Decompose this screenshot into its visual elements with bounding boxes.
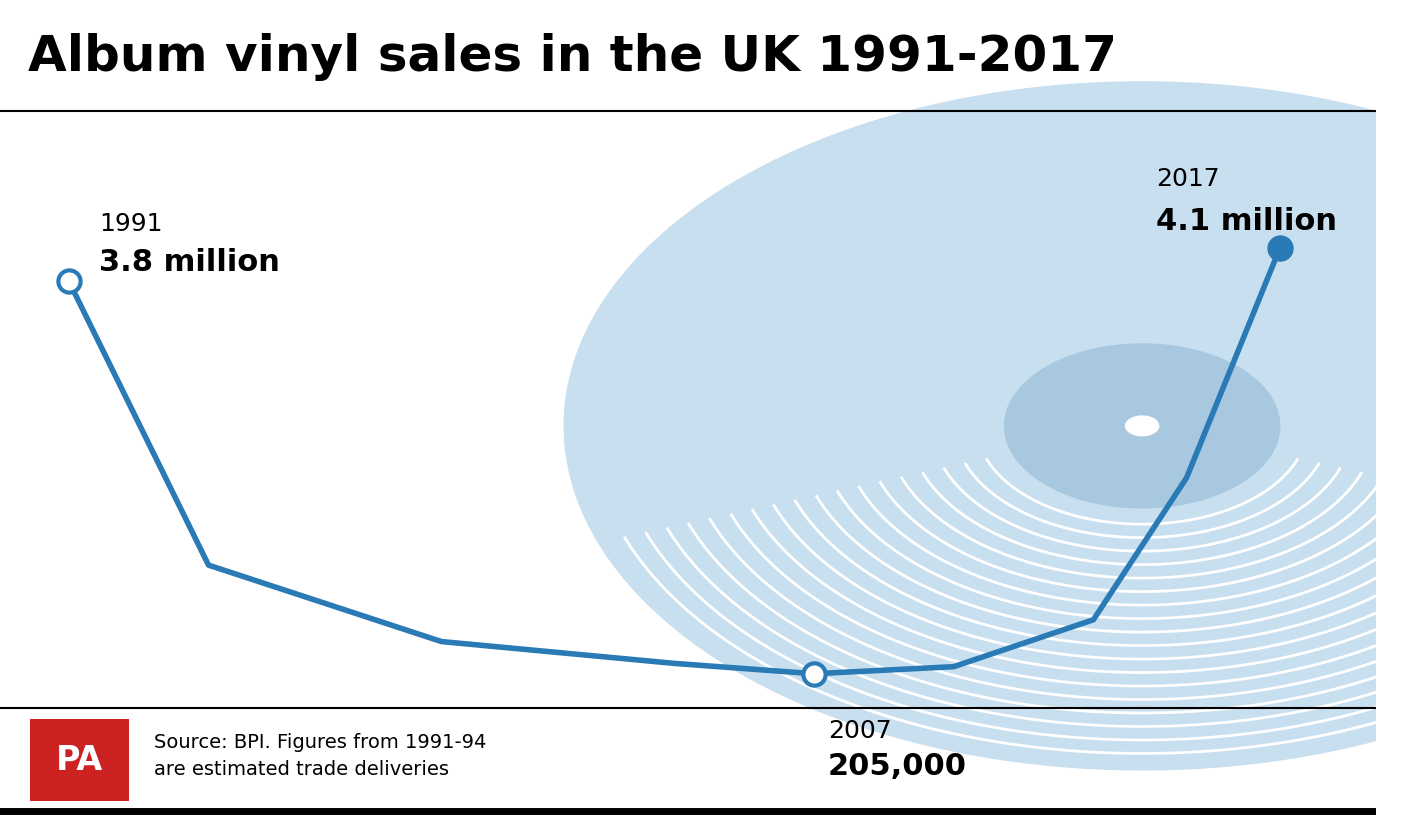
Text: PA: PA	[56, 744, 104, 776]
Polygon shape	[1125, 416, 1159, 436]
Text: 2007: 2007	[828, 719, 891, 743]
FancyBboxPatch shape	[31, 719, 129, 801]
Text: 4.1 million: 4.1 million	[1156, 207, 1337, 236]
Polygon shape	[565, 82, 1401, 770]
Polygon shape	[1005, 344, 1279, 508]
Text: 205,000: 205,000	[828, 752, 967, 781]
Text: 3.8 million: 3.8 million	[99, 248, 280, 277]
Text: Source: BPI. Figures from 1991-94
are estimated trade deliveries: Source: BPI. Figures from 1991-94 are es…	[154, 733, 486, 779]
Text: Album vinyl sales in the UK 1991-2017: Album vinyl sales in the UK 1991-2017	[28, 33, 1117, 81]
Text: 1991: 1991	[99, 212, 163, 236]
Text: 2017: 2017	[1156, 167, 1219, 191]
